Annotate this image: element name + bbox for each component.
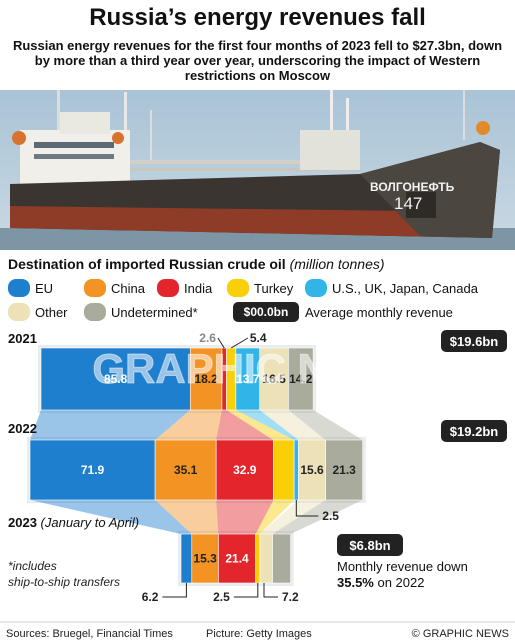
bar-2021-6	[288, 347, 314, 411]
bar-label-2022-1: 35.1	[174, 463, 198, 477]
legend-label-4: U.S., UK, Japan, Canada	[332, 281, 479, 296]
bar-label-2021-5: 16.5	[262, 372, 286, 386]
connector-2022-2023-5	[259, 500, 326, 534]
bar-2023-5	[259, 533, 273, 584]
bar-2022-3	[273, 439, 295, 501]
bar-label-2021-1: 18.2	[194, 372, 218, 386]
footnote-line-2: ship-to-ship transfers	[8, 575, 120, 589]
connector-2022-2023-0	[30, 500, 192, 534]
revenue-badge-2023	[337, 534, 403, 556]
connector-2021-2022-2	[216, 410, 274, 440]
bar-2021-5	[259, 347, 289, 411]
legend-swatch-0	[8, 279, 30, 297]
legend-swatch-4	[305, 279, 327, 297]
bar-2023-6	[272, 533, 291, 584]
bar-2021-0	[40, 347, 191, 411]
revenue-badge-text-2021: $19.6bn	[450, 334, 498, 349]
bar-2022-4	[293, 439, 299, 501]
legend-label-0: EU	[35, 281, 53, 296]
connector-2021-2022-3	[226, 410, 295, 440]
watermark-text: GRAPHIC NEWS	[92, 345, 423, 392]
connector-2022-2023-2	[216, 500, 274, 534]
legend-swatch-1	[84, 279, 106, 297]
decline-note-line-2: 35.5% on 2022	[337, 575, 424, 590]
page-subtitle: Russian energy revenues for the first fo…	[12, 38, 503, 83]
legend-swatch-5	[8, 303, 30, 321]
connector-2021-2022-0	[30, 410, 191, 440]
page-title: Russia’s energy revenues fall	[89, 4, 426, 31]
legend-label-5: Other	[35, 305, 68, 320]
legend-label-6: Undetermined*	[111, 305, 198, 320]
connector-2022-2023-6	[272, 500, 363, 534]
bar-label-2021-3: 5.4	[250, 331, 267, 345]
bar-2023-0	[180, 533, 193, 584]
revenue-badge-text-2022: $19.2bn	[450, 424, 498, 439]
bar-label-2023-0: 6.2	[142, 590, 159, 604]
tanker-photo: ВОЛГОНЕФТЬ 147	[0, 90, 515, 250]
legend-label-2: India	[184, 281, 213, 296]
year-label-2021: 2021	[8, 331, 37, 346]
connector-2022-2023-3	[255, 500, 295, 534]
bar-label-2021-0: 85.8	[104, 372, 128, 386]
chart-title: Destination of imported Russian crude oi…	[8, 256, 385, 272]
bar-label-2023-2: 21.4	[225, 552, 249, 566]
revenue-badge-2021	[441, 330, 507, 352]
leader-2021-2	[217, 337, 225, 349]
bar-label-2022-4: 2.5	[322, 509, 339, 523]
ship-number-text: 147	[394, 194, 422, 213]
connector-2022-2023-1	[155, 500, 219, 534]
connector-2021-2022-5	[259, 410, 326, 440]
legend-revenue-label: Average monthly revenue	[305, 305, 453, 320]
legend-revenue-badge-text: $00.0bn	[244, 305, 289, 319]
leader-2023-0	[162, 583, 187, 598]
bar-label-2022-0: 71.9	[81, 463, 105, 477]
footer-credit: © GRAPHIC NEWS	[412, 628, 509, 640]
legend-revenue-badge	[233, 302, 299, 322]
leader-2023-5	[263, 583, 278, 598]
crude-oil-chart: Destination of imported Russian crude oi…	[0, 256, 515, 640]
bar-label-2023-3: 2.5	[213, 590, 230, 604]
leader-2023-3	[233, 583, 259, 598]
legend-label-3: Turkey	[254, 281, 294, 296]
bar-2023-1	[191, 533, 219, 584]
bar-2022-6	[325, 439, 363, 501]
connector-2021-2022-1	[155, 410, 222, 440]
bar-label-2022-2: 32.9	[233, 463, 257, 477]
year-label-2023: 2023 (January to April)	[8, 515, 139, 530]
bar-label-2022-5: 15.6	[300, 463, 324, 477]
ship-name-text: ВОЛГОНЕФТЬ	[370, 180, 455, 194]
legend-swatch-2	[157, 279, 179, 297]
bar-2021-1	[189, 347, 223, 411]
legend-swatch-6	[84, 303, 106, 321]
leader-2022-4	[295, 500, 319, 517]
revenue-badge-2022	[441, 420, 507, 442]
footer-sources: Sources: Bruegel, Financial Times	[6, 628, 173, 640]
decline-note-line-1: Monthly revenue down	[337, 559, 468, 574]
revenue-badge-text-2023: $6.8bn	[349, 538, 390, 553]
connector-2021-2022-6	[288, 410, 363, 440]
bar-label-2021-4: 13.7	[236, 372, 260, 386]
bar-label-2021-6: 14.2	[289, 372, 313, 386]
footer-picture: Picture: Getty Images	[206, 628, 312, 640]
bar-2022-1	[154, 439, 217, 501]
connector-2021-2022-4	[235, 410, 299, 440]
bar-label-2023-5: 7.2	[282, 590, 299, 604]
legend-swatch-3	[227, 279, 249, 297]
leader-2021-3	[230, 337, 249, 349]
year-label-2022: 2022	[8, 421, 37, 436]
bar-label-2023-1: 15.3	[193, 552, 217, 566]
footnote-line-1: *includes	[8, 559, 57, 573]
legend-label-1: China	[111, 281, 146, 296]
bar-2023-3	[255, 533, 261, 584]
bar-label-2022-6: 21.3	[332, 463, 356, 477]
bar-label-2021-2: 2.6	[199, 331, 216, 345]
bar-2022-2	[215, 439, 274, 501]
